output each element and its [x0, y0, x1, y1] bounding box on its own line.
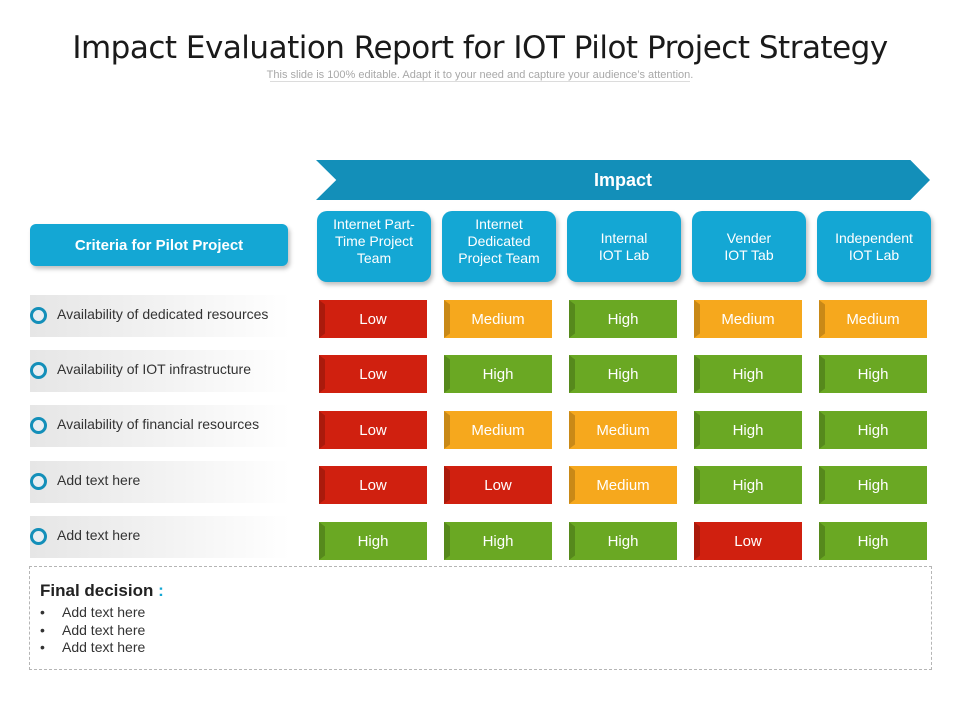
column-header-vender-iot-tab: Vender IOT Tab — [692, 211, 806, 282]
rating-cell: Low — [319, 355, 427, 393]
rating-cell: High — [569, 522, 677, 560]
rating-cell: High — [694, 355, 802, 393]
rating-cell: High — [694, 411, 802, 449]
column-header-internet-part-time: Internet Part- Time Project Team — [317, 211, 431, 282]
bullet-circle-icon — [30, 307, 47, 324]
rating-cell: High — [444, 522, 552, 560]
rating-cell: Low — [319, 411, 427, 449]
rating-cell: High — [819, 466, 927, 504]
criteria-header: Criteria for Pilot Project — [30, 224, 288, 266]
criteria-row: Add text here — [30, 516, 290, 558]
column-header-internal-iot-lab: Internal IOT Lab — [567, 211, 681, 282]
rating-cell: Low — [444, 466, 552, 504]
rating-cell: High — [819, 355, 927, 393]
rating-cell: High — [819, 522, 927, 560]
final-decision-title-text: Final decision — [40, 581, 154, 600]
final-decision-item: Add text here — [40, 622, 145, 640]
final-decision-box: Final decision : Add text here Add text … — [29, 566, 932, 670]
rating-cell: Low — [319, 300, 427, 338]
criteria-row: Availability of financial resources — [30, 405, 290, 447]
bullet-circle-icon — [30, 362, 47, 379]
criteria-label: Availability of dedicated resources — [57, 306, 269, 322]
impact-label: Impact — [593, 169, 653, 190]
rating-cell: Low — [694, 522, 802, 560]
rating-cell: Medium — [444, 300, 552, 338]
bullet-circle-icon — [30, 417, 47, 434]
page-subtitle: This slide is 100% editable. Adapt it to… — [266, 69, 694, 81]
rating-cell: Medium — [444, 411, 552, 449]
rating-cell: Medium — [569, 466, 677, 504]
rating-cell: High — [319, 522, 427, 560]
page-title: Impact Evaluation Report for IOT Pilot P… — [72, 30, 888, 66]
criteria-label: Add text here — [57, 527, 141, 543]
subtitle-divider — [270, 81, 690, 82]
bullet-circle-icon — [30, 528, 47, 545]
rating-cell: High — [819, 411, 927, 449]
criteria-row: Availability of IOT infrastructure — [30, 350, 290, 392]
final-decision-colon: : — [158, 581, 164, 600]
criteria-label: Add text here — [57, 472, 141, 488]
final-decision-title: Final decision : — [40, 581, 164, 601]
criteria-row: Add text here — [30, 461, 290, 503]
final-decision-list: Add text here Add text here Add text her… — [40, 604, 145, 657]
rating-cell: High — [444, 355, 552, 393]
rating-cell: Low — [319, 466, 427, 504]
criteria-label: Availability of financial resources — [57, 416, 260, 432]
rating-cell: High — [694, 466, 802, 504]
rating-cell: Medium — [569, 411, 677, 449]
impact-banner: Impact — [316, 160, 930, 200]
rating-cell: High — [569, 355, 677, 393]
rating-cell: High — [569, 300, 677, 338]
final-decision-item: Add text here — [40, 604, 145, 622]
final-decision-item: Add text here — [40, 639, 145, 657]
column-header-independent-iot-lab: Independent IOT Lab — [817, 211, 931, 282]
rating-cell: Medium — [694, 300, 802, 338]
column-header-internet-dedicated: Internet Dedicated Project Team — [442, 211, 556, 282]
criteria-label: Availability of IOT infrastructure — [57, 361, 252, 377]
rating-cell: Medium — [819, 300, 927, 338]
criteria-row: Availability of dedicated resources — [30, 295, 290, 337]
bullet-circle-icon — [30, 473, 47, 490]
